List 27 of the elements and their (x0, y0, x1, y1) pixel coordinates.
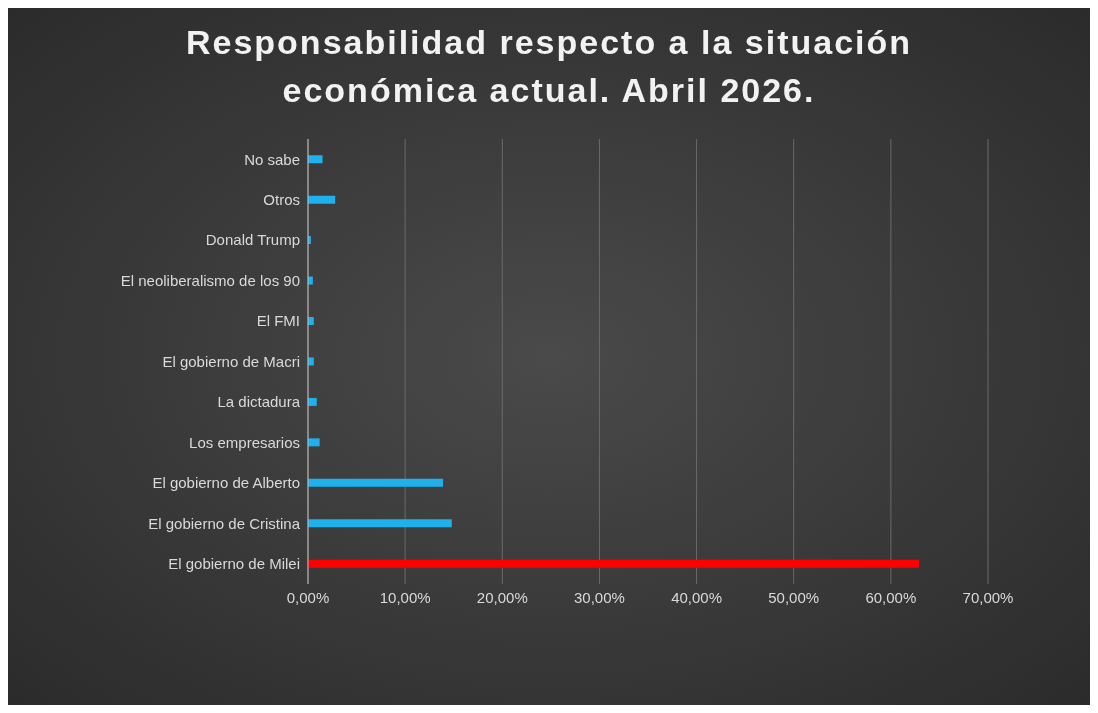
x-tick-label: 0,00% (286, 588, 330, 606)
y-tick-label: El FMI (256, 312, 300, 330)
bar (308, 195, 336, 204)
x-tick-label: 70,00% (962, 588, 1014, 606)
y-tick-label: El gobierno de Cristina (148, 514, 301, 532)
y-tick-label: Los empresarios (189, 433, 300, 451)
x-tick-label: 40,00% (671, 588, 723, 606)
x-tick-label: 60,00% (865, 588, 917, 606)
x-tick-label: 10,00% (379, 588, 431, 606)
bar (308, 478, 444, 487)
bar (308, 438, 320, 447)
bar (308, 397, 317, 406)
x-tick-label: 50,00% (768, 588, 820, 606)
bar (308, 155, 323, 164)
y-tick-label: El gobierno de Macri (162, 352, 300, 370)
y-tick-label: El gobierno de Alberto (152, 474, 300, 492)
y-tick-label: La dictadura (217, 393, 301, 411)
y-tick-label: El gobierno de Milei (168, 555, 300, 573)
y-tick-label: El neoliberalismo de los 90 (120, 271, 300, 289)
bar (308, 519, 452, 528)
chart-title: Responsabilidad respecto a la situación económica actual. Abril 2026. (184, 22, 914, 111)
bar (308, 559, 920, 568)
x-tick-label: 20,00% (476, 588, 528, 606)
x-tick-label: 30,00% (573, 588, 625, 606)
y-tick-label: No sabe (244, 150, 300, 168)
y-tick-label: Donald Trump (205, 231, 300, 249)
y-tick-label: Otros (263, 191, 300, 209)
